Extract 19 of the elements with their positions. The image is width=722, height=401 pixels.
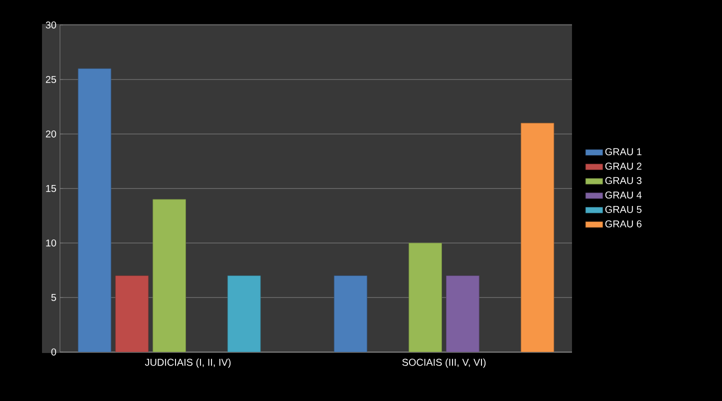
legend-label: GRAU 6: [605, 220, 642, 228]
legend-label: GRAU 4: [605, 191, 642, 199]
y-tick-label: 10: [46, 239, 56, 247]
legend-label: GRAU 1: [605, 148, 642, 156]
y-tick-label: 0: [51, 348, 56, 356]
y-tick-label: 15: [46, 185, 56, 192]
legend-label: GRAU 2: [605, 162, 642, 170]
bar: [78, 68, 112, 352]
y-tick-label: 20: [46, 130, 56, 138]
bar: [408, 242, 442, 352]
x-tick-label: JUDICIAIS (I, II, IV): [144, 358, 231, 368]
bar: [152, 199, 186, 352]
y-tick-label: 5: [51, 294, 56, 301]
legend-label: GRAU 3: [605, 177, 642, 184]
x-tick-label: SOCIAIS (III, V, VI): [402, 358, 486, 368]
y-tick-label: 30: [46, 21, 56, 29]
legend-label: GRAU 5: [605, 206, 642, 213]
bar: [334, 276, 368, 352]
y-tick-label: 25: [46, 76, 56, 84]
